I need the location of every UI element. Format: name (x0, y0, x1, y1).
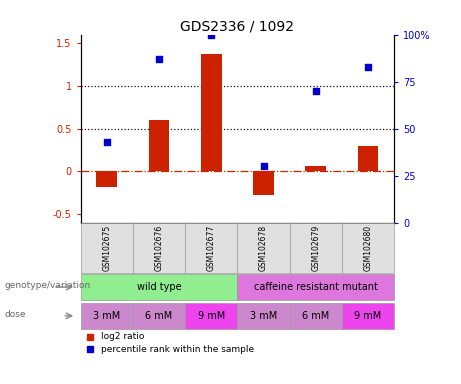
Bar (185, 303, 237, 329)
Text: 9 mM: 9 mM (198, 311, 225, 321)
Text: 6 mM: 6 mM (145, 311, 173, 321)
Text: 3 mM: 3 mM (250, 311, 277, 321)
Bar (253, 171, 274, 195)
Bar (237, 274, 394, 300)
Bar (342, 223, 394, 273)
Point (103, 139, 111, 145)
Bar (81, 274, 237, 300)
Bar (201, 54, 222, 171)
Point (207, 31, 215, 38)
Point (312, 88, 319, 94)
Bar (358, 146, 378, 171)
Bar (148, 120, 170, 171)
Text: dose: dose (5, 310, 26, 319)
Point (364, 63, 372, 70)
Bar (237, 303, 290, 329)
Point (155, 56, 163, 62)
Text: 3 mM: 3 mM (93, 311, 120, 321)
Bar (81, 303, 133, 329)
Bar (96, 171, 117, 187)
Text: GSM102678: GSM102678 (259, 225, 268, 271)
Bar (185, 223, 237, 273)
Text: GSM102679: GSM102679 (311, 225, 320, 271)
Bar (305, 166, 326, 171)
Bar (290, 303, 342, 329)
Bar (342, 303, 394, 329)
Bar (290, 223, 342, 273)
Bar (81, 223, 133, 273)
Text: GSM102680: GSM102680 (364, 225, 372, 271)
Point (260, 163, 267, 169)
Bar (237, 223, 290, 273)
Text: percentile rank within the sample: percentile rank within the sample (101, 344, 254, 354)
Text: GSM102677: GSM102677 (207, 225, 216, 271)
Text: caffeine resistant mutant: caffeine resistant mutant (254, 282, 378, 292)
Bar (133, 223, 185, 273)
Text: wild type: wild type (137, 282, 181, 292)
Bar (133, 303, 185, 329)
Text: GSM102675: GSM102675 (102, 225, 111, 271)
Text: genotype/variation: genotype/variation (5, 281, 91, 290)
Text: GSM102676: GSM102676 (154, 225, 164, 271)
Text: 9 mM: 9 mM (355, 311, 382, 321)
Text: 6 mM: 6 mM (302, 311, 330, 321)
Text: log2 ratio: log2 ratio (101, 333, 145, 341)
Title: GDS2336 / 1092: GDS2336 / 1092 (180, 20, 295, 33)
